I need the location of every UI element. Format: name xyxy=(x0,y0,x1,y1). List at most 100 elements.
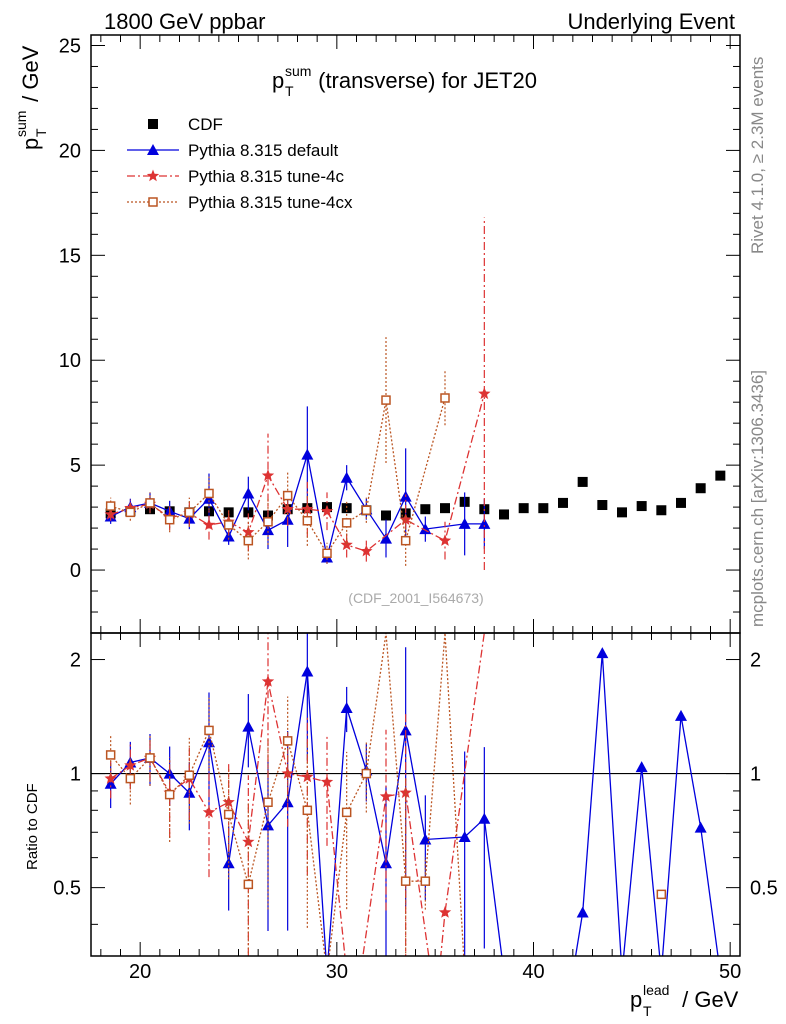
data-point xyxy=(322,548,332,559)
data-point xyxy=(164,514,175,525)
ratio-tick-label: 2 xyxy=(750,650,761,672)
ratio-point xyxy=(302,805,313,816)
ratio-point xyxy=(204,725,214,736)
ratio-point xyxy=(301,770,314,783)
ratio-point xyxy=(243,879,254,890)
data-point xyxy=(577,476,588,487)
data-point xyxy=(458,517,471,529)
ratio-point xyxy=(656,889,667,900)
svg-text:T: T xyxy=(33,128,49,137)
data-point xyxy=(341,518,352,528)
data-point xyxy=(478,387,491,400)
legend-label: Pythia 8.315 tune-4c xyxy=(188,167,344,186)
data-point xyxy=(440,503,450,514)
svg-text:(transverse) for JET20: (transverse) for JET20 xyxy=(312,68,537,93)
legend-marker xyxy=(148,119,158,129)
data-point xyxy=(222,530,235,542)
data-point xyxy=(715,470,726,481)
data-point xyxy=(282,490,293,501)
data-point xyxy=(656,505,667,516)
data-point xyxy=(262,524,274,536)
data-point xyxy=(695,483,706,494)
ratio-point xyxy=(438,905,452,918)
data-point xyxy=(242,525,255,538)
data-point xyxy=(499,509,509,520)
data-point xyxy=(263,517,273,527)
data-point xyxy=(223,520,234,530)
data-point xyxy=(617,507,627,518)
data-point xyxy=(380,532,392,544)
x-tick-label: 30 xyxy=(326,961,348,983)
svg-text:p: p xyxy=(18,138,43,150)
ratio-tick-label: 0.5 xyxy=(750,878,778,900)
data-point xyxy=(478,517,491,529)
ratio-point xyxy=(124,759,137,771)
y-tick-label: 0 xyxy=(70,560,81,582)
svg-text:p: p xyxy=(272,68,284,93)
data-point xyxy=(340,538,353,551)
ratio-series-3 xyxy=(105,633,465,956)
ratio-line xyxy=(110,633,485,956)
series-3 xyxy=(105,337,450,566)
legend-entry: Pythia 8.315 tune-4cx xyxy=(127,193,353,212)
data-point xyxy=(381,395,391,405)
ratio-tick-label: 0.5 xyxy=(53,878,81,900)
legend-entry: Pythia 8.315 tune-4c xyxy=(127,167,344,186)
ratio-point xyxy=(341,807,352,818)
ratio-axis-label: Ratio to CDF xyxy=(24,783,41,870)
ratio-point xyxy=(576,906,589,918)
ratio-point xyxy=(420,876,431,886)
y-tick-label: 25 xyxy=(59,35,81,57)
chart-title: p sum T (transverse) for JET20 xyxy=(272,63,537,99)
ratio-point xyxy=(282,736,293,746)
svg-text:sum: sum xyxy=(13,111,29,137)
ratio-point xyxy=(223,809,234,820)
ratio-point xyxy=(380,857,392,869)
y-tick-label: 5 xyxy=(70,455,81,477)
data-point xyxy=(636,501,647,512)
svg-text:sum: sum xyxy=(285,63,311,79)
data-point xyxy=(518,503,529,514)
data-point xyxy=(676,497,686,508)
ratio-tick-label: 1 xyxy=(70,764,81,786)
ratio-point xyxy=(202,805,216,818)
data-point xyxy=(399,513,412,525)
data-point xyxy=(340,471,353,483)
legend-label: CDF xyxy=(188,115,223,134)
data-point xyxy=(243,535,254,546)
data-point xyxy=(302,515,313,526)
ratio-point xyxy=(361,768,372,779)
svg-text:T: T xyxy=(643,1003,652,1019)
data-point xyxy=(202,518,216,531)
mcplots-label: mcplots.cern.ch [arXiv:1306.3436] xyxy=(748,370,767,627)
data-point xyxy=(261,469,275,481)
ratio-point xyxy=(242,835,255,848)
data-point xyxy=(360,544,373,557)
ratio-series-2 xyxy=(104,633,485,956)
ratio-series-1 xyxy=(104,633,719,956)
y-tick-label: 20 xyxy=(59,140,81,162)
x-tick-label: 50 xyxy=(719,961,741,983)
data-point xyxy=(558,497,568,508)
x-tick-label: 20 xyxy=(129,961,151,983)
ratio-tick-label: 1 xyxy=(750,764,761,786)
rivet-version-label: Rivet 4.1.0, ≥ 2.3M events xyxy=(748,57,767,254)
header-right: Underlying Event xyxy=(567,9,735,34)
data-point xyxy=(301,448,314,460)
data-point xyxy=(145,498,155,508)
x-axis-label: p lead T / GeV xyxy=(630,982,739,1019)
data-point xyxy=(361,505,372,516)
ratio-point xyxy=(145,753,155,763)
y-tick-label: 10 xyxy=(59,350,81,372)
ratio-point xyxy=(478,812,491,824)
ratio-point xyxy=(635,761,648,773)
ratio-point xyxy=(301,665,314,677)
ratio-point xyxy=(320,775,334,788)
data-point xyxy=(381,510,391,521)
x-tick-label: 40 xyxy=(522,961,544,983)
legend-label: Pythia 8.315 default xyxy=(188,141,339,160)
legend-entry: Pythia 8.315 default xyxy=(127,141,339,160)
ratio-point xyxy=(105,750,116,760)
data-point xyxy=(105,501,116,511)
data-point xyxy=(438,534,452,546)
